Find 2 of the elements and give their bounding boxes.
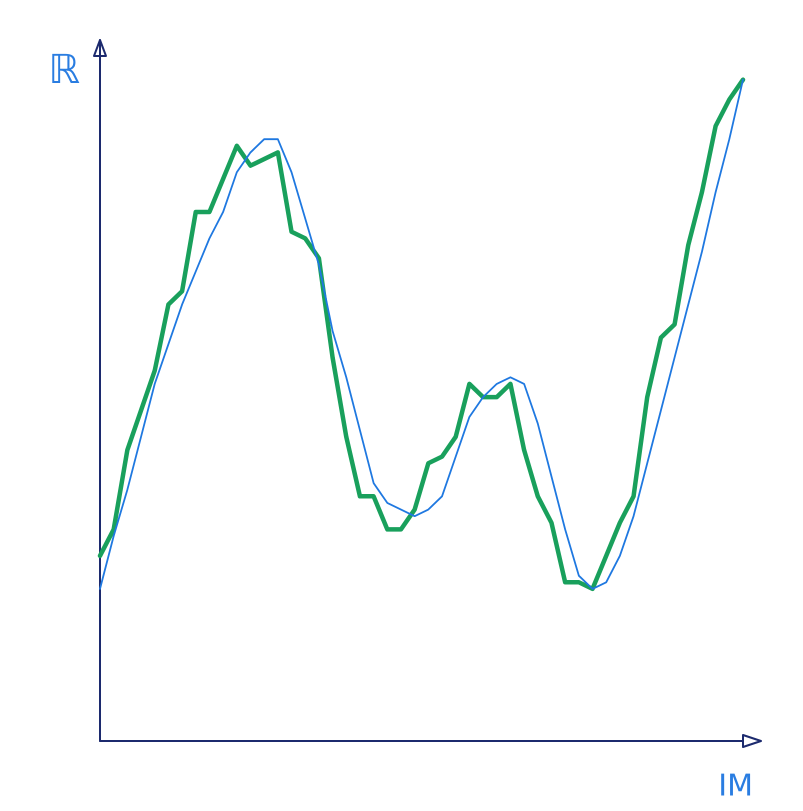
x-axis-title: IM <box>718 768 753 804</box>
y-axis-title: ℝ <box>48 47 80 93</box>
